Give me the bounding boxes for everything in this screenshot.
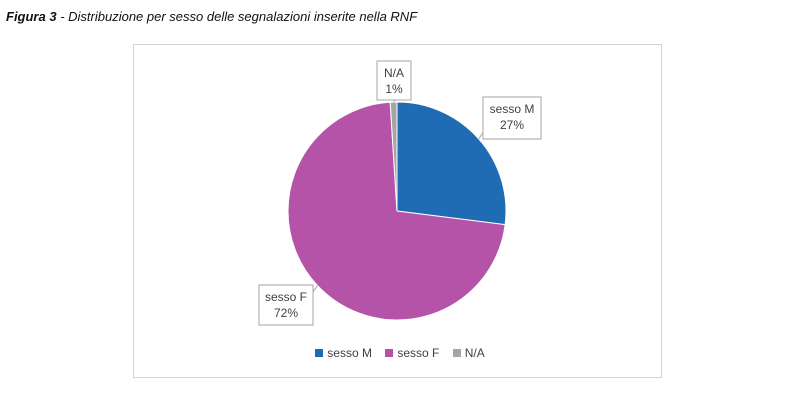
legend-item-male: sesso M — [315, 346, 372, 360]
figure-caption: Figura 3 - Distribuzione per sesso delle… — [6, 9, 417, 24]
legend-item-female: sesso F — [385, 346, 439, 360]
data-label-box-na — [376, 60, 412, 101]
legend-swatch-na — [452, 349, 461, 357]
figure-caption-text: - Distribuzione per sesso delle segnalaz… — [56, 9, 418, 24]
data-label-value-male: 27% — [500, 118, 524, 132]
legend-label-male: sesso M — [327, 346, 372, 360]
data-label-name-na: N/A — [384, 66, 404, 80]
legend-swatch-female — [385, 349, 394, 357]
data-label-name-male: sesso M — [490, 102, 535, 116]
pie-slice-female — [287, 101, 506, 321]
legend-label-female: sesso F — [397, 346, 440, 360]
leader-line-female — [312, 285, 318, 293]
data-label-box-female — [258, 284, 314, 326]
figure-number: Figura 3 — [6, 9, 57, 24]
data-label-value-na: 1% — [385, 82, 403, 96]
legend-swatch-male — [315, 349, 324, 357]
data-label-name-female: sesso F — [265, 290, 307, 304]
pie-slice-male — [396, 101, 507, 226]
data-label-box-male — [482, 96, 542, 140]
legend-label-na: N/A — [464, 346, 485, 360]
legend-item-na: N/A — [452, 346, 485, 360]
chart-legend: sesso M sesso F N/A — [0, 346, 800, 360]
data-label-value-female: 72% — [274, 306, 298, 320]
